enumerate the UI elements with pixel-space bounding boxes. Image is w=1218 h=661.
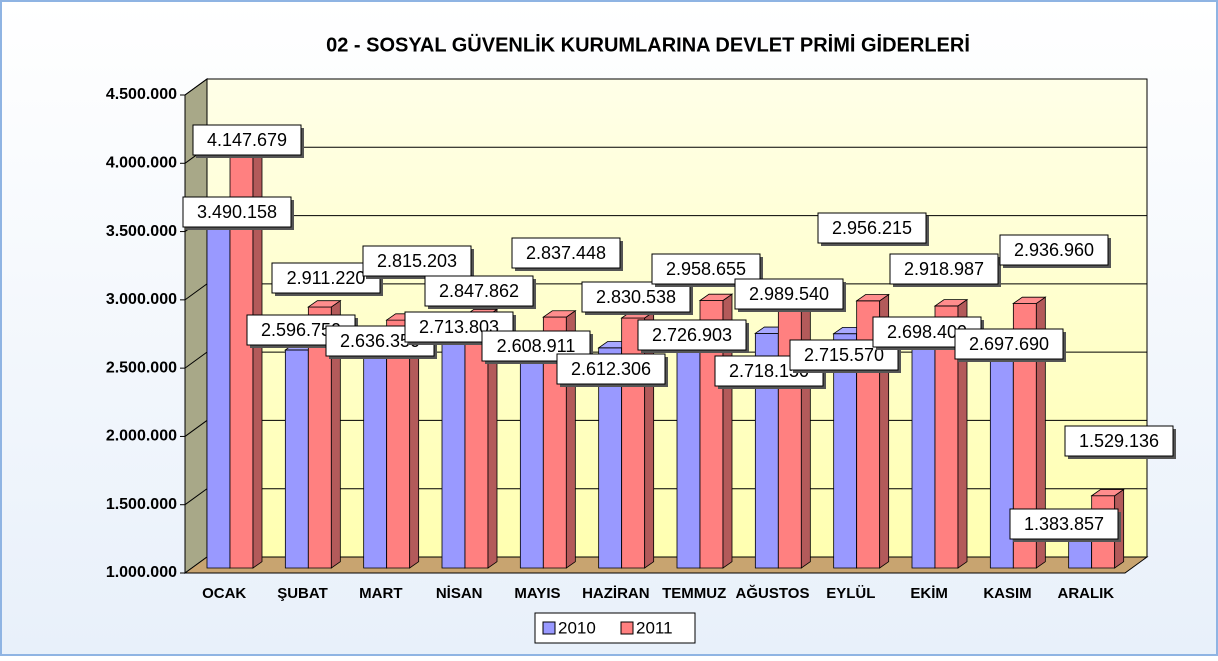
- y-tick-label: 4.000.000: [106, 155, 177, 172]
- bar-top: [855, 294, 890, 302]
- data-label: 2.847.862: [439, 281, 519, 301]
- bar-front: [363, 344, 388, 569]
- bar: [463, 308, 499, 569]
- bar-top: [307, 300, 342, 308]
- data-label: 2.596.750: [261, 320, 341, 340]
- data-label: 2.936.960: [1014, 240, 1094, 260]
- x-tick-label: EKİM: [910, 585, 948, 602]
- data-label: 2.608.911: [497, 336, 576, 356]
- label-box: [511, 237, 621, 269]
- bar-front: [519, 347, 544, 569]
- data-label: 2.698.400: [887, 322, 967, 342]
- data-label: 2.697.690: [969, 334, 1049, 354]
- bar-front: [777, 295, 802, 569]
- bar-front: [284, 349, 309, 569]
- data-label: 1.529.136: [1079, 431, 1159, 451]
- label-box: [889, 253, 999, 285]
- floor: [183, 556, 1149, 574]
- data-label: 2.830.538: [596, 287, 676, 307]
- data-label: 2.713.803: [419, 317, 499, 337]
- y-tick-label: 1.000.000: [106, 564, 177, 581]
- grid-line: [184, 78, 1147, 96]
- data-label: 2.636.350: [340, 331, 420, 351]
- data-label: 1.383.857: [1024, 514, 1104, 534]
- data-label: 3.490.158: [197, 202, 277, 222]
- x-tick-label: HAZİRAN: [582, 585, 650, 602]
- data-label: 2.837.448: [526, 243, 606, 263]
- data-label: 2.911.220: [287, 268, 366, 288]
- x-tick-label: EYLÜL: [826, 585, 875, 602]
- bar: [307, 299, 342, 569]
- y-tick-label: 3.000.000: [106, 291, 177, 308]
- bar-side: [800, 289, 811, 569]
- chart-title: 02 - SOSYAL GÜVENLİK KURUMLARINA DEVLET …: [326, 33, 970, 56]
- x-tick-label: ARALIK: [1057, 585, 1114, 602]
- data-label: 4.147.679: [207, 130, 287, 150]
- data-label: 2.718.150: [729, 361, 809, 381]
- x-tick-label: KASIM: [983, 585, 1031, 602]
- y-tick-label: 2.500.000: [106, 359, 177, 376]
- legend-label: 2010: [558, 618, 596, 637]
- data-label: 2.612.306: [571, 359, 651, 379]
- bar: [777, 289, 812, 569]
- legend-swatch: [542, 621, 556, 635]
- legend-box: [534, 612, 696, 644]
- bar-front: [441, 333, 466, 569]
- bar: [933, 298, 969, 569]
- bar-top: [698, 293, 734, 301]
- x-tick-label: ŞUBAT: [277, 585, 328, 602]
- label-box: [556, 353, 666, 385]
- label-box: [1064, 425, 1174, 457]
- data-label: 2.918.987: [904, 259, 984, 279]
- legend-label: 2011: [636, 618, 673, 637]
- x-tick-label: TEMMUZ: [662, 585, 726, 602]
- y-tick-label: 2.000.000: [106, 428, 177, 445]
- data-label: 2.715.570: [804, 345, 884, 365]
- label-box: [999, 234, 1109, 266]
- x-tick-label: NİSAN: [436, 585, 483, 602]
- bar: [1012, 296, 1047, 569]
- label-box: [362, 245, 472, 277]
- data-label: 2.815.203: [377, 251, 457, 271]
- bar-top: [542, 310, 577, 318]
- data-label: 2.958.655: [666, 259, 746, 279]
- data-label: 2.726.903: [652, 325, 732, 345]
- legend-swatch: [620, 621, 634, 635]
- label-box: [271, 262, 381, 294]
- x-tick-label: MAYIS: [514, 585, 560, 602]
- data-label: 2.956.215: [832, 218, 912, 238]
- bar-top: [1090, 489, 1125, 497]
- label-box: [424, 275, 534, 307]
- bar-front: [911, 335, 936, 569]
- x-tick-label: AĞUSTOS: [736, 584, 810, 602]
- x-tick-label: OCAK: [202, 585, 246, 602]
- bar-front: [676, 331, 701, 569]
- label-box: [734, 278, 844, 310]
- label-box: [1009, 508, 1119, 540]
- label-box: [789, 339, 899, 371]
- label-box: [817, 212, 927, 244]
- data-label: 2.989.540: [749, 284, 829, 304]
- label-box: [192, 124, 302, 156]
- label-box: [954, 328, 1064, 360]
- y-tick-label: 4.500.000: [106, 86, 177, 103]
- label-box: [637, 319, 747, 351]
- bar-top: [1012, 296, 1047, 304]
- bar-front: [206, 227, 231, 569]
- x-tick-label: MART: [359, 585, 402, 602]
- y-tick-label: 3.500.000: [106, 223, 177, 240]
- y-tick-label: 1.500.000: [106, 496, 177, 513]
- bar-top: [933, 299, 969, 307]
- label-box: [182, 196, 292, 228]
